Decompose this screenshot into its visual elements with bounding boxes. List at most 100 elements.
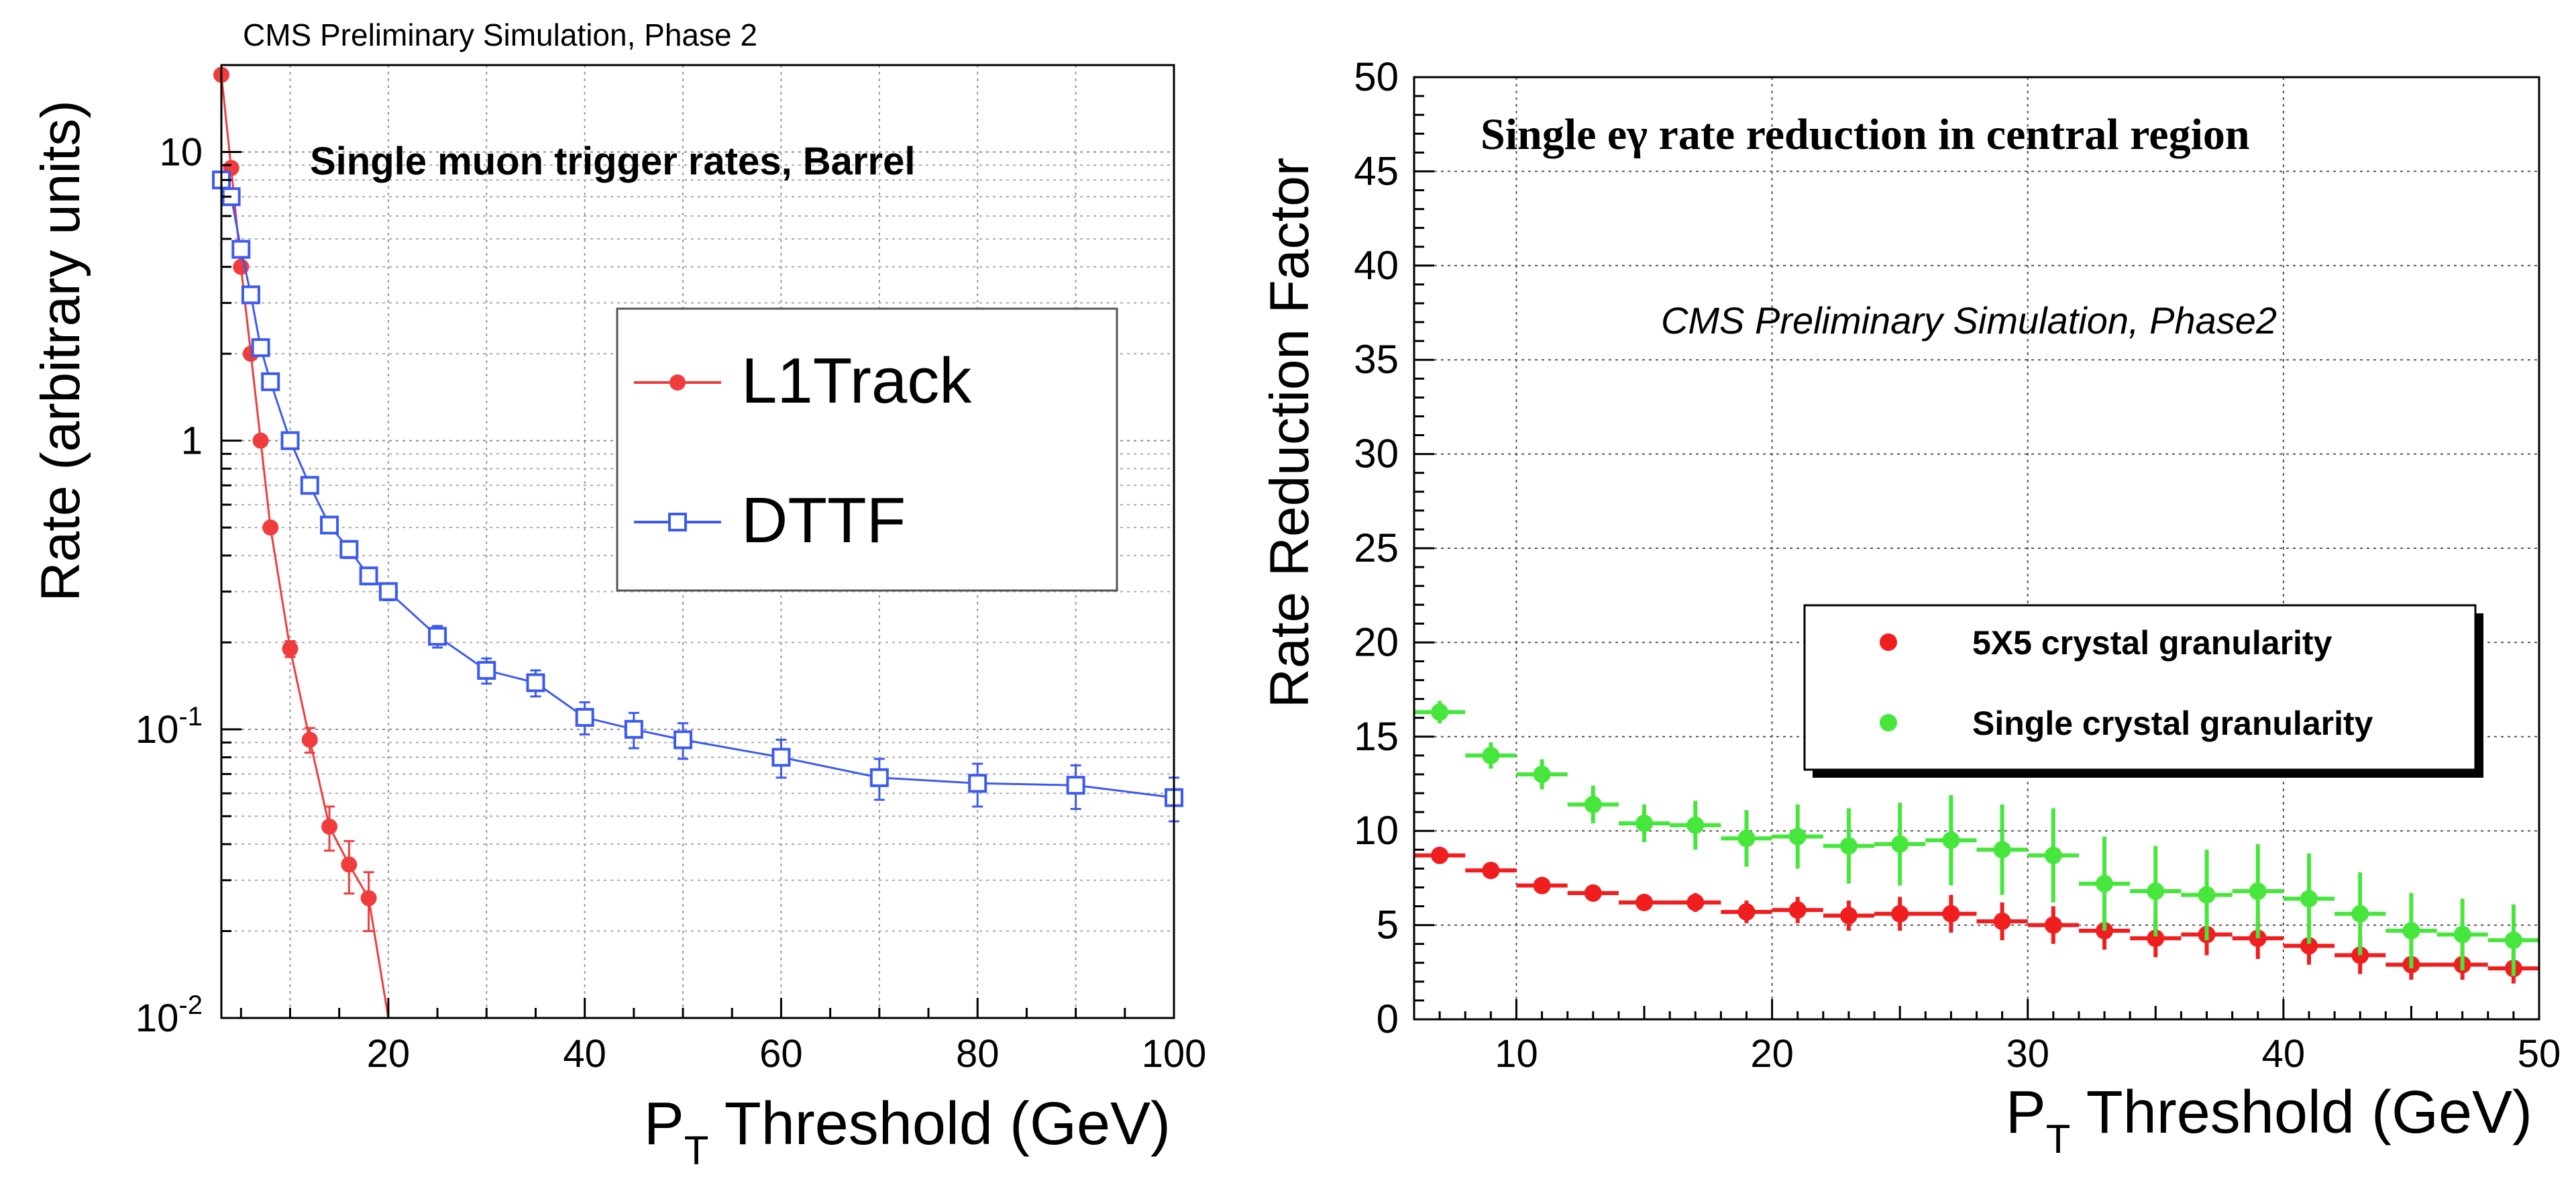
grid	[1414, 77, 2539, 1019]
data-point	[1635, 893, 1654, 911]
legend-marker-dttf	[668, 513, 687, 531]
data-point	[1737, 829, 1756, 848]
data-point	[1891, 905, 1909, 923]
data-point	[1942, 831, 1960, 850]
chart-title: Single eγ rate reduction in central regi…	[1481, 110, 2250, 159]
data-point	[1839, 907, 1858, 925]
x-axis-label-sub: T	[684, 1128, 709, 1173]
x-axis-label-rest: Threshold (GeV)	[708, 1090, 1171, 1158]
data-point	[300, 476, 319, 495]
chart-annotation: CMS Preliminary Simulation, Phase2	[1661, 299, 2277, 342]
data-point	[1584, 795, 1602, 813]
data-point	[1788, 827, 1807, 846]
x-tick-label: 40	[563, 1032, 606, 1076]
y-tick-exp: -2	[178, 990, 203, 1020]
data-point	[2351, 905, 2369, 923]
y-tick-label: 1	[181, 419, 203, 463]
x-tick-label: 80	[956, 1032, 1000, 1076]
y-tick-label: 10-2	[136, 990, 203, 1040]
data-point	[1942, 905, 1960, 923]
data-point	[2147, 929, 2165, 948]
data-point	[261, 372, 280, 391]
legend-box	[616, 307, 1118, 592]
chart-annotation: CMS Preliminary Simulation, Phase 2	[243, 17, 757, 52]
data-point	[1584, 884, 1602, 902]
y-axis-label: Rate (arbitrary units)	[30, 100, 91, 601]
x-tick-label: 50	[2518, 1032, 2561, 1076]
data-point	[359, 566, 378, 586]
y-tick-label: 15	[1354, 714, 1399, 759]
x-tick-label: 40	[2262, 1032, 2306, 1076]
data-point	[2147, 882, 2165, 901]
data-point	[2402, 922, 2420, 940]
data-point	[1635, 814, 1654, 832]
data-point	[252, 432, 269, 449]
data-point	[262, 519, 279, 536]
data-point	[1066, 776, 1085, 795]
x-tick-label: 30	[2006, 1032, 2049, 1076]
data-point	[477, 661, 496, 680]
legend-marker-single	[1880, 714, 1897, 731]
data-point	[1686, 816, 1705, 834]
y-tick-base: 10	[136, 996, 179, 1040]
plot-frame	[220, 64, 1175, 1019]
x-tick-label: 60	[759, 1032, 803, 1076]
x-axis-label-main: P	[2006, 1079, 2046, 1146]
data-point	[339, 540, 359, 559]
axis-ticks: 10 20 30 40 50 0 5 10 15 20 25 30 35 40 45 50	[1354, 54, 2561, 1076]
data-point	[320, 515, 339, 535]
chart-title: Single muon trigger rates, Barrel	[310, 140, 915, 183]
legend-marker-5x5	[1880, 633, 1897, 651]
data-point	[2504, 931, 2522, 950]
data-point	[1891, 835, 1909, 853]
data-point	[771, 748, 791, 767]
data-point	[280, 431, 300, 450]
data-point	[575, 708, 594, 727]
data-point	[241, 285, 260, 305]
x-tick-label: 10	[1495, 1032, 1538, 1076]
y-tick-exp: -1	[178, 702, 203, 731]
data-point	[1533, 765, 1551, 783]
data-point	[1993, 912, 2011, 930]
data-point	[1482, 746, 1500, 764]
data-point	[341, 856, 358, 873]
data-point	[1686, 893, 1705, 911]
data-point	[321, 818, 338, 835]
y-tick-label: 10-1	[136, 702, 203, 752]
series-single	[1414, 701, 2539, 976]
y-tick-base: 10	[136, 708, 179, 752]
data-point	[231, 240, 251, 259]
x-axis-label-rest: Threshold (GeV)	[2070, 1079, 2532, 1146]
plot-area	[1414, 77, 2539, 1019]
data-point	[360, 890, 377, 907]
data-point	[869, 768, 889, 787]
data-point	[526, 673, 545, 693]
data-point	[1431, 846, 1449, 864]
data-point	[674, 730, 693, 750]
y-tick-label: 10	[1354, 808, 1399, 853]
x-axis-label-main: P	[644, 1090, 684, 1158]
legend: L1Track DTTF	[616, 307, 1118, 592]
x-tick-label: 20	[367, 1032, 411, 1076]
y-tick-label: 20	[1354, 619, 1399, 664]
data-point	[2044, 846, 2062, 864]
data-point	[2249, 882, 2267, 901]
y-tick-label: 10	[159, 130, 203, 174]
y-tick-label: 5	[1377, 903, 1399, 948]
data-point	[968, 774, 987, 793]
y-tick-label: 30	[1354, 431, 1399, 476]
data-point	[1431, 703, 1449, 721]
legend: 5X5 crystal granularity Single crystal g…	[1803, 604, 2483, 778]
x-axis-label-sub: T	[2046, 1117, 2071, 1162]
data-point	[1737, 903, 1756, 921]
data-point	[2096, 874, 2114, 892]
legend-marker-l1track	[669, 374, 686, 391]
x-tick-label: 100	[1142, 1032, 1207, 1076]
data-point	[1482, 862, 1500, 880]
data-point	[2198, 886, 2216, 904]
data-point	[282, 640, 299, 657]
data-point	[301, 731, 318, 748]
